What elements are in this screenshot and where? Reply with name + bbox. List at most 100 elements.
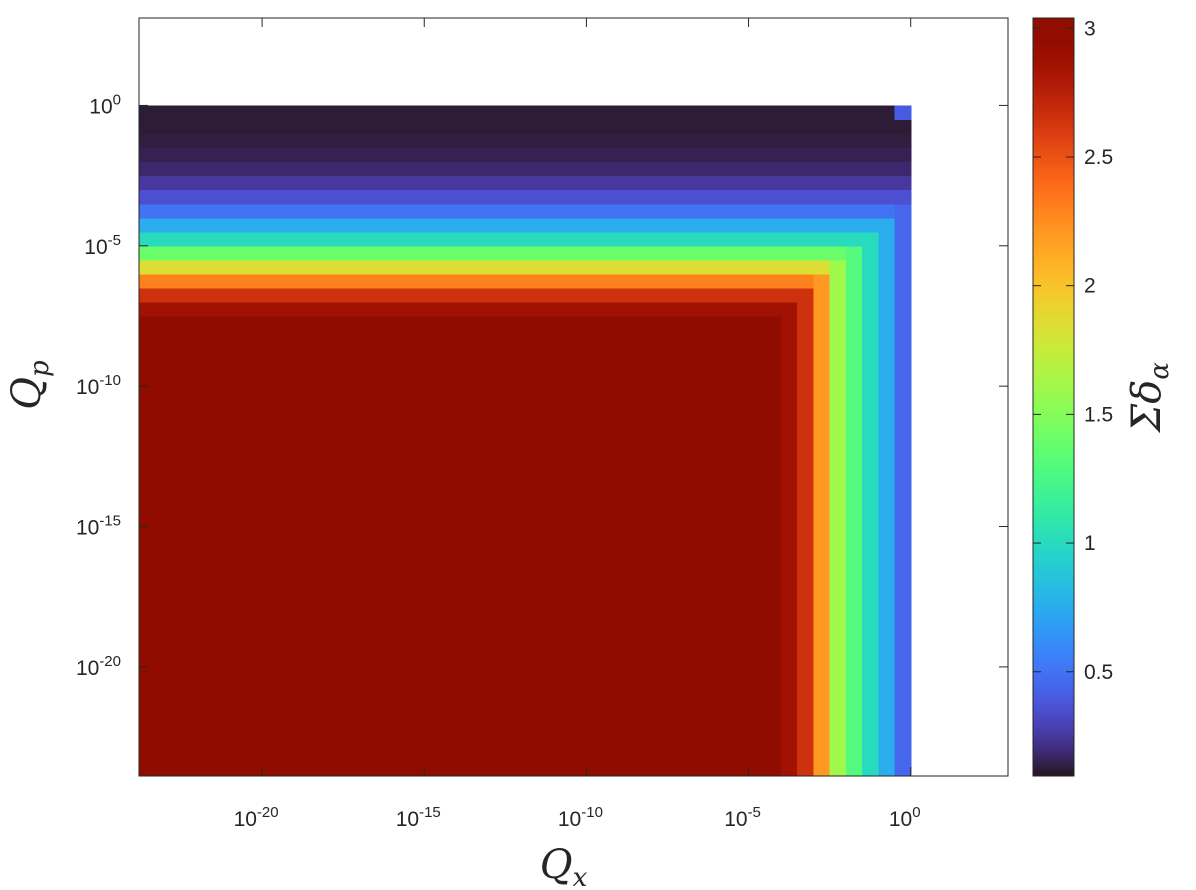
heatmap-cell [845, 105, 863, 121]
heatmap-cell [878, 161, 896, 177]
heatmap-cell [780, 147, 798, 163]
heatmap-cell [894, 105, 912, 121]
heatmap-cell [780, 217, 798, 233]
heatmap-cell [813, 175, 831, 191]
heatmap-cell [829, 273, 847, 289]
heatmap-cell [139, 203, 782, 219]
heatmap-cells [139, 105, 912, 777]
tick-exponent: -15 [419, 804, 441, 821]
heatmap-cell [780, 175, 798, 191]
heatmap-cell [813, 161, 831, 177]
heatmap-cell [845, 175, 863, 191]
heatmap-cell [829, 259, 847, 275]
tick-base: 10 [76, 657, 99, 680]
heatmap-cell [829, 133, 847, 149]
heatmap-cell [845, 147, 863, 163]
heatmap-cell [878, 105, 896, 121]
colorbar-tick-label: 0.5 [1084, 661, 1113, 684]
tick-label: 10-5 [724, 804, 761, 831]
heatmap-cell [862, 231, 879, 247]
heatmap-cell [780, 119, 798, 135]
heatmap-cell [829, 189, 847, 205]
axis-label: Qp [4, 360, 55, 410]
heatmap-cell [894, 161, 912, 177]
heatmap-cell [878, 245, 896, 261]
heatmap-cell [878, 203, 896, 219]
heatmap-cell [780, 273, 798, 289]
heatmap-cell [894, 301, 912, 317]
heatmap-cell [862, 147, 879, 163]
heatmap-cell [813, 301, 831, 317]
heatmap-cell [797, 119, 815, 135]
label-main: Q [4, 377, 50, 410]
heatmap-cell [813, 259, 831, 275]
heatmap-cell [780, 259, 798, 275]
heatmap-cell [894, 147, 912, 163]
heatmap-cell [139, 245, 782, 261]
heatmap-cell [878, 259, 896, 275]
heatmap-cell [829, 175, 847, 191]
heatmap-cell [894, 217, 912, 233]
heatmap-cell [845, 259, 863, 275]
heatmap-cell [829, 119, 847, 135]
heatmap-cell [878, 189, 896, 205]
heatmap-cell [780, 203, 798, 219]
heatmap-cell [780, 161, 798, 177]
heatmap-cell [780, 315, 798, 777]
heatmap-cell [780, 245, 798, 261]
heatmap-cell [829, 245, 847, 261]
heatmap-cell [878, 273, 896, 289]
heatmap-cell [813, 231, 831, 247]
tick-base: 10 [76, 517, 99, 540]
axis-label: Qx [540, 842, 588, 890]
heatmap-cell [894, 231, 912, 247]
heatmap-cell [829, 203, 847, 219]
tick-label: 10-20 [76, 653, 121, 680]
colorbar [1032, 17, 1075, 777]
heatmap-cell [894, 189, 912, 205]
heatmap-cell [829, 147, 847, 163]
tick-exponent: 0 [113, 91, 121, 108]
heatmap-cell [845, 119, 863, 135]
tick-label: 100 [889, 804, 921, 831]
heatmap-cell [797, 133, 815, 149]
heatmap-cell [862, 203, 879, 219]
heatmap-cell [878, 287, 896, 303]
heatmap-cell [139, 217, 782, 233]
tick-exponent: -10 [581, 804, 603, 821]
tick-base: 10 [234, 808, 257, 831]
heatmap-cell [780, 133, 798, 149]
heatmap-cell [797, 273, 815, 289]
heatmap-cell [894, 259, 912, 275]
heatmap-cell [780, 287, 798, 303]
heatmap-cell [862, 259, 879, 275]
heatmap-cell [797, 175, 815, 191]
heatmap-cell [862, 315, 879, 777]
tick-base: 10 [76, 376, 99, 399]
heatmap-cell [139, 273, 782, 289]
heatmap-cell [845, 301, 863, 317]
heatmap-cell [813, 105, 831, 121]
heatmap-cell [862, 217, 879, 233]
colorbar-tick-label: 2.5 [1084, 146, 1113, 169]
heatmap-cell [797, 105, 815, 121]
heatmap-cell [862, 245, 879, 261]
heatmap-cell [797, 231, 815, 247]
tick-label: 10-10 [558, 804, 603, 831]
heatmap-cell [797, 287, 815, 303]
heatmap-cell [813, 147, 831, 163]
label-subscript: x [573, 863, 588, 890]
tick-base: 10 [889, 808, 912, 831]
heatmap-cell [139, 301, 782, 317]
tick-exponent: -20 [257, 804, 279, 821]
label-subscript: α [1145, 362, 1175, 380]
heatmap-cell [845, 161, 863, 177]
heatmap-cell [894, 203, 912, 219]
heatmap-cell [139, 133, 782, 149]
colorbar-tick-label: 3 [1084, 17, 1096, 40]
heatmap-cell [139, 119, 782, 135]
heatmap-cell [813, 315, 831, 777]
heatmap-cell [862, 273, 879, 289]
heatmap-cell [813, 217, 831, 233]
